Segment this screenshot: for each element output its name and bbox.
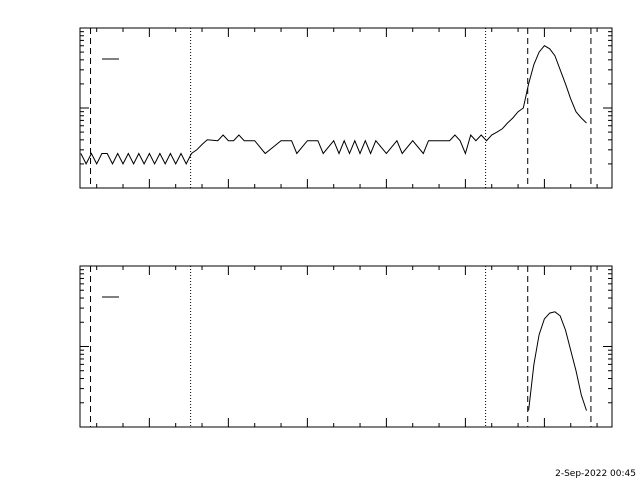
series-line <box>528 311 587 411</box>
panel-lo <box>79 27 613 189</box>
plot-frame <box>79 265 613 428</box>
series-line <box>80 45 587 166</box>
footer-timestamp: 2-Sep-2022 00:45 <box>555 469 636 479</box>
panel-hi <box>79 265 613 428</box>
plot-frame <box>79 27 613 189</box>
